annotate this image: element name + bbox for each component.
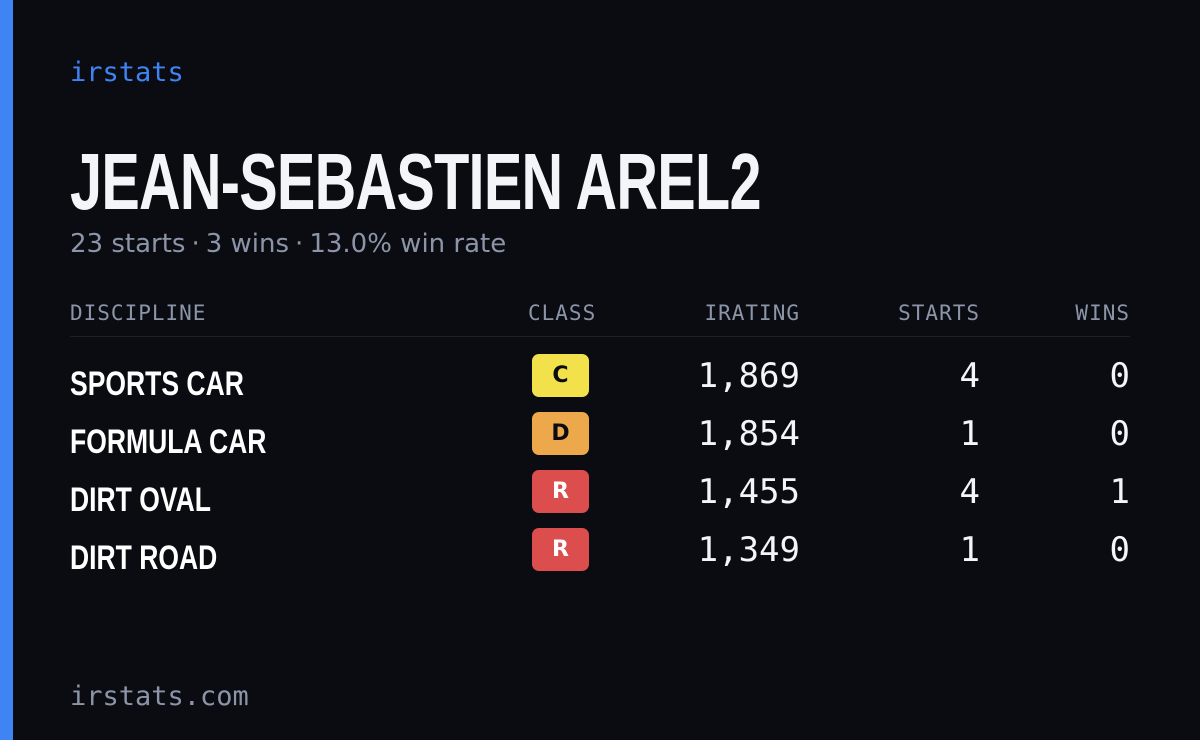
- summary-wins: 3 wins: [205, 229, 290, 259]
- table-body: SPORTS CAR C 1,869 4 0 FORMULA CAR D 1,8…: [70, 354, 1130, 586]
- irating-value: 1,869: [697, 356, 800, 396]
- summary-separator: ·: [295, 229, 304, 259]
- table-row: DIRT ROAD R 1,349 1 0: [70, 528, 1130, 586]
- summary-starts: 23 starts: [70, 229, 186, 259]
- discipline-name: DIRT OVAL: [70, 481, 211, 519]
- wins-value: 1: [1109, 472, 1130, 512]
- license-class-badge: R: [532, 528, 589, 571]
- brand-logo[interactable]: irstats: [70, 57, 184, 88]
- table-header: DISCIPLINE CLASS IRATING STARTS WINS: [70, 296, 1130, 337]
- driver-summary: 23 starts · 3 wins · 13.0% win rate: [70, 226, 506, 262]
- wins-value: 0: [1109, 530, 1130, 570]
- column-header-class: CLASS: [528, 301, 597, 325]
- accent-bar: [0, 0, 13, 740]
- license-class-badge: C: [532, 354, 589, 397]
- table-row: DIRT OVAL R 1,455 4 1: [70, 470, 1130, 528]
- discipline-name: DIRT ROAD: [70, 539, 218, 577]
- summary-separator: ·: [191, 229, 200, 259]
- starts-value: 1: [959, 530, 980, 570]
- license-class-badge: D: [532, 412, 589, 455]
- column-header-wins: WINS: [1075, 301, 1130, 325]
- discipline-name: FORMULA CAR: [70, 423, 267, 461]
- summary-win-rate: 13.0% win rate: [309, 229, 507, 259]
- column-header-starts: STARTS: [898, 301, 980, 325]
- footer-site-url[interactable]: irstats.com: [70, 681, 249, 712]
- discipline-name: SPORTS CAR: [70, 365, 244, 403]
- table-row: FORMULA CAR D 1,854 1 0: [70, 412, 1130, 470]
- license-class-badge: R: [532, 470, 589, 513]
- irating-value: 1,455: [697, 472, 800, 512]
- driver-name: JEAN-SEBASTIEN AREL2: [70, 137, 762, 226]
- starts-value: 1: [959, 414, 980, 454]
- irating-value: 1,349: [697, 530, 800, 570]
- discipline-stats-table: DISCIPLINE CLASS IRATING STARTS WINS SPO…: [70, 296, 1130, 586]
- wins-value: 0: [1109, 356, 1130, 396]
- irating-value: 1,854: [697, 414, 800, 454]
- column-header-irating: IRATING: [704, 301, 800, 325]
- starts-value: 4: [959, 472, 980, 512]
- table-row: SPORTS CAR C 1,869 4 0: [70, 354, 1130, 412]
- column-header-discipline: DISCIPLINE: [70, 301, 207, 325]
- wins-value: 0: [1109, 414, 1130, 454]
- starts-value: 4: [959, 356, 980, 396]
